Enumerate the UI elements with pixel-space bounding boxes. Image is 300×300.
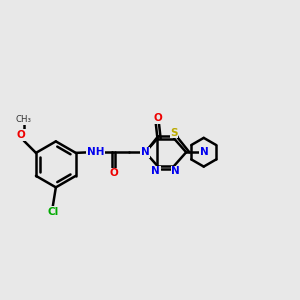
Text: O: O [16, 130, 25, 140]
Text: NH: NH [87, 147, 104, 157]
Text: O: O [153, 113, 162, 123]
Text: N: N [171, 167, 180, 176]
Text: CH₃: CH₃ [16, 116, 32, 124]
Text: O: O [110, 168, 118, 178]
Text: S: S [170, 128, 178, 138]
Text: N: N [141, 147, 150, 157]
Text: N: N [200, 147, 209, 157]
Text: N: N [152, 167, 160, 176]
Text: Cl: Cl [47, 207, 58, 217]
